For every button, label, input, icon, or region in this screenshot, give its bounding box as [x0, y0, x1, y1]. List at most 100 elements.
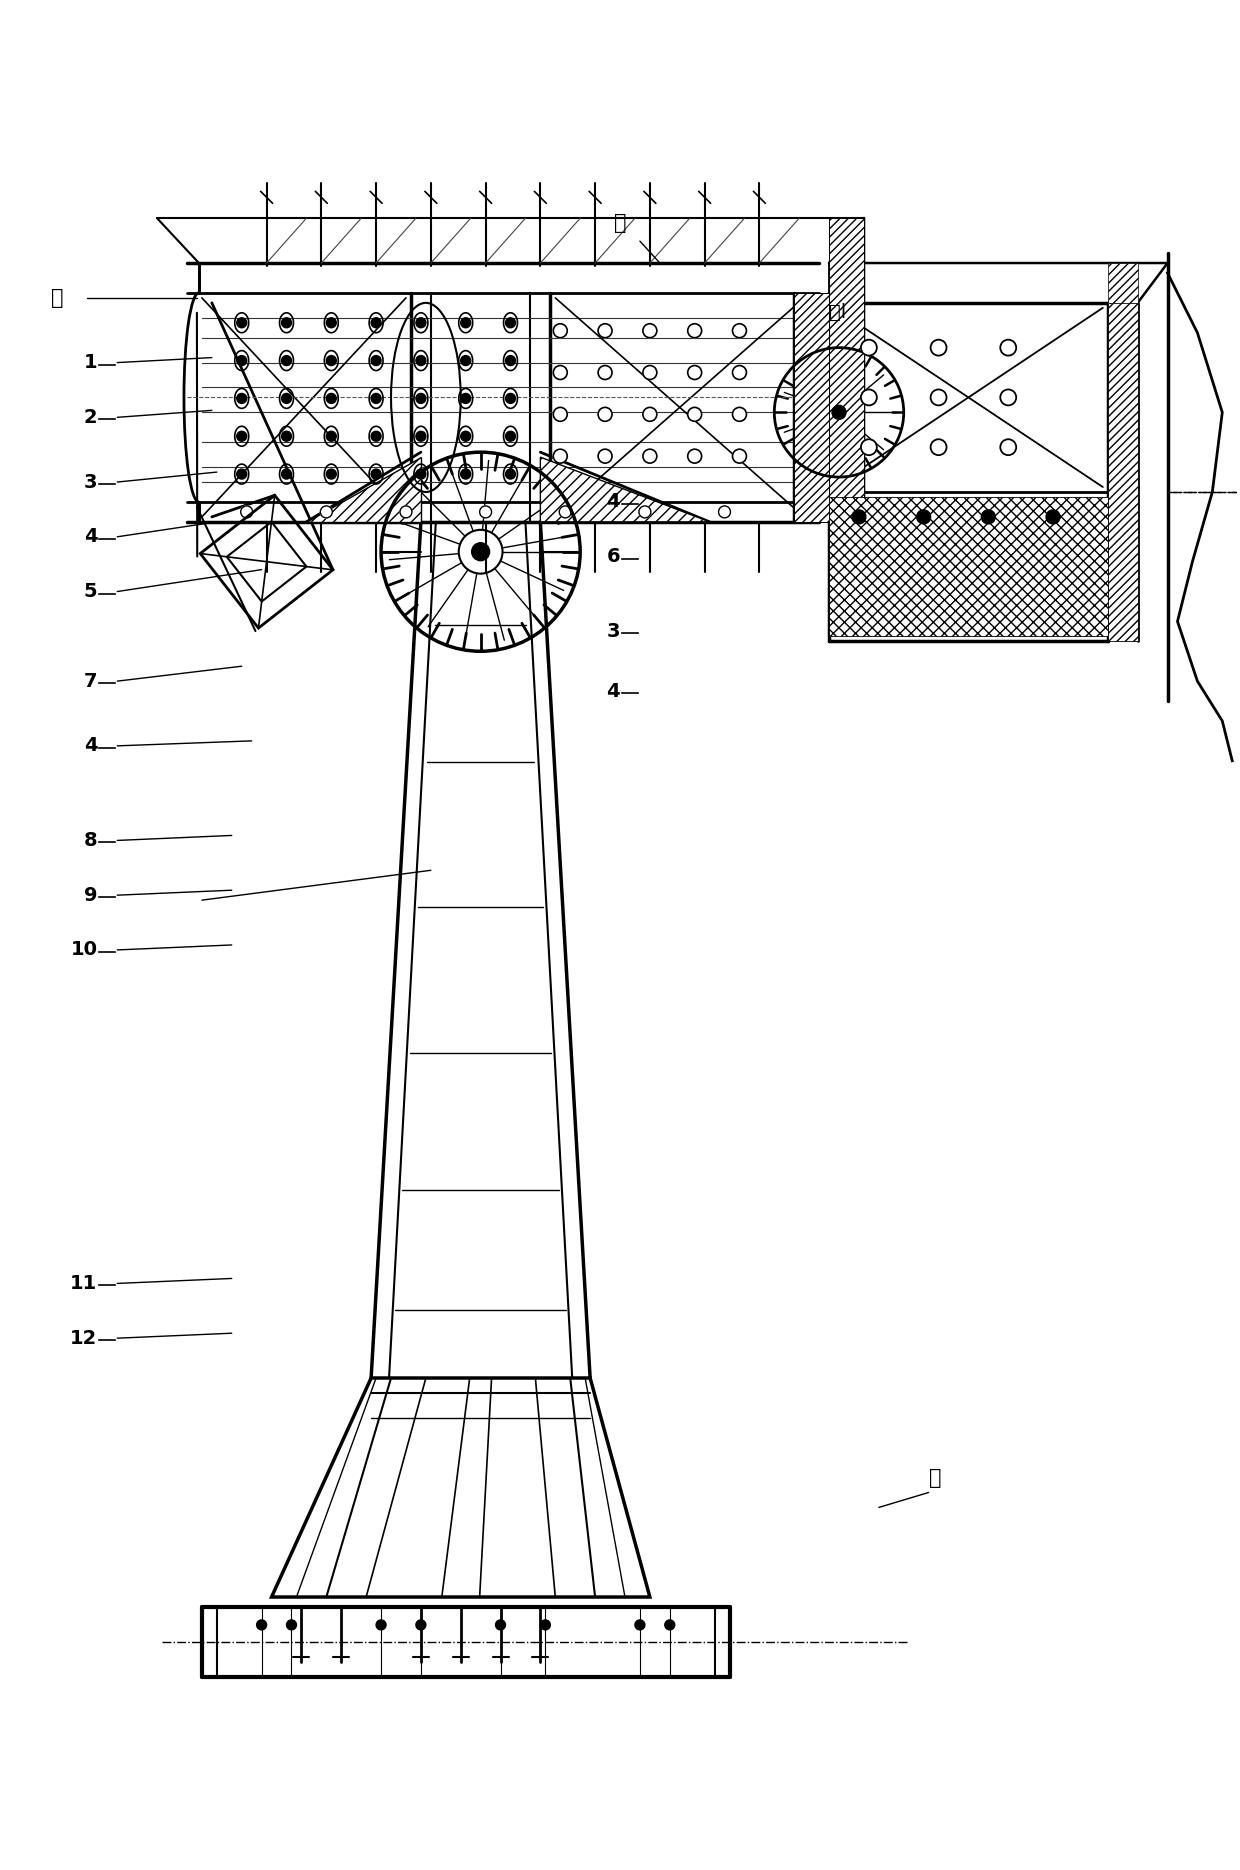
Circle shape	[688, 408, 702, 421]
Circle shape	[688, 449, 702, 464]
Text: 10: 10	[71, 941, 98, 959]
Circle shape	[471, 542, 490, 561]
Circle shape	[916, 511, 930, 524]
Circle shape	[553, 449, 567, 464]
Circle shape	[415, 432, 425, 441]
Circle shape	[930, 340, 946, 355]
Circle shape	[733, 324, 746, 338]
Circle shape	[496, 1619, 506, 1631]
Circle shape	[237, 469, 247, 479]
Circle shape	[326, 432, 336, 441]
Circle shape	[281, 469, 291, 479]
Circle shape	[861, 340, 877, 355]
Circle shape	[237, 355, 247, 365]
Text: 孔: 孔	[51, 288, 63, 309]
Circle shape	[559, 507, 572, 518]
Text: 3: 3	[84, 473, 98, 492]
Circle shape	[415, 318, 425, 327]
Circle shape	[598, 449, 613, 464]
Circle shape	[326, 355, 336, 365]
Circle shape	[415, 393, 425, 404]
Circle shape	[1001, 389, 1017, 406]
Bar	[830, 497, 1107, 636]
Circle shape	[642, 449, 657, 464]
Circle shape	[237, 318, 247, 327]
Bar	[1107, 264, 1137, 303]
Circle shape	[480, 507, 491, 518]
Circle shape	[733, 408, 746, 421]
Text: 孔: 孔	[929, 1468, 941, 1487]
Circle shape	[237, 432, 247, 441]
Text: 孔: 孔	[614, 213, 626, 234]
Circle shape	[281, 355, 291, 365]
Text: 9: 9	[84, 886, 98, 905]
Circle shape	[326, 469, 336, 479]
Circle shape	[415, 1619, 425, 1631]
Text: 4: 4	[606, 492, 620, 512]
Circle shape	[861, 389, 877, 406]
Circle shape	[281, 318, 291, 327]
Circle shape	[981, 511, 996, 524]
Circle shape	[415, 469, 425, 479]
Circle shape	[688, 324, 702, 338]
Circle shape	[506, 432, 516, 441]
Circle shape	[639, 507, 651, 518]
Circle shape	[541, 1619, 551, 1631]
Text: 6: 6	[606, 548, 620, 567]
Polygon shape	[306, 456, 420, 522]
Circle shape	[257, 1619, 267, 1631]
Circle shape	[1047, 511, 1060, 524]
Text: 孔l: 孔l	[830, 303, 847, 322]
Circle shape	[665, 1619, 675, 1631]
Circle shape	[1001, 340, 1017, 355]
Circle shape	[642, 365, 657, 380]
Circle shape	[281, 393, 291, 404]
Circle shape	[506, 393, 516, 404]
Circle shape	[281, 432, 291, 441]
Circle shape	[461, 469, 471, 479]
Text: 1: 1	[84, 353, 98, 372]
Bar	[830, 219, 864, 552]
Circle shape	[642, 408, 657, 421]
Circle shape	[852, 511, 866, 524]
Circle shape	[461, 432, 471, 441]
Circle shape	[461, 318, 471, 327]
Circle shape	[326, 318, 336, 327]
Circle shape	[506, 318, 516, 327]
Circle shape	[401, 507, 412, 518]
Circle shape	[688, 365, 702, 380]
Circle shape	[598, 324, 613, 338]
Circle shape	[371, 432, 381, 441]
Text: 2: 2	[84, 408, 98, 426]
Circle shape	[553, 365, 567, 380]
Circle shape	[371, 469, 381, 479]
Circle shape	[371, 318, 381, 327]
Text: 4: 4	[84, 527, 98, 546]
Circle shape	[718, 507, 730, 518]
Bar	[1107, 303, 1137, 641]
Circle shape	[237, 393, 247, 404]
Circle shape	[642, 324, 657, 338]
Circle shape	[861, 439, 877, 454]
Circle shape	[930, 439, 946, 454]
Circle shape	[930, 389, 946, 406]
Circle shape	[376, 1619, 386, 1631]
Circle shape	[598, 408, 613, 421]
Circle shape	[415, 355, 425, 365]
Text: 4: 4	[606, 681, 620, 701]
Circle shape	[1001, 439, 1017, 454]
Bar	[794, 294, 830, 522]
Circle shape	[553, 408, 567, 421]
Circle shape	[371, 355, 381, 365]
Circle shape	[286, 1619, 296, 1631]
Text: 3: 3	[606, 623, 620, 641]
Circle shape	[461, 355, 471, 365]
Text: 11: 11	[71, 1273, 98, 1292]
Circle shape	[506, 469, 516, 479]
Circle shape	[635, 1619, 645, 1631]
Circle shape	[371, 393, 381, 404]
Circle shape	[320, 507, 332, 518]
Circle shape	[461, 393, 471, 404]
Text: 4: 4	[84, 737, 98, 755]
Circle shape	[241, 507, 253, 518]
